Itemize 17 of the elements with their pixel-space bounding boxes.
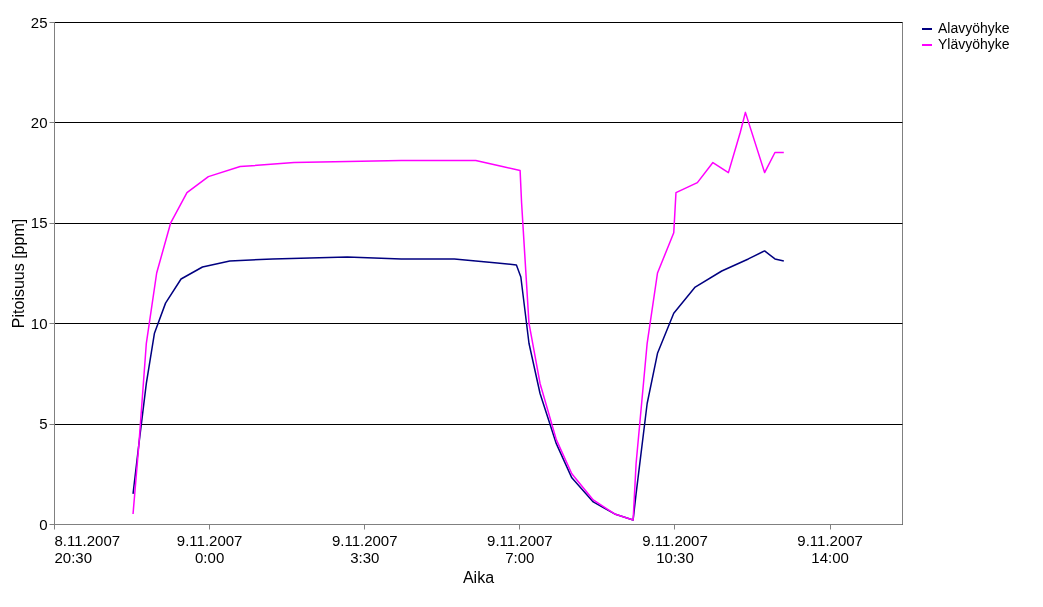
x-tick-label: 9.11.2007 10:30 <box>642 531 708 566</box>
y-tick-label: 15 <box>30 214 48 232</box>
x-tick-label: 9.11.2007 0:00 <box>176 531 243 566</box>
y-axis-title: Pitoisuus [ppm] <box>9 218 27 329</box>
y-tick-label: 5 <box>39 415 48 433</box>
x-tick-label: 9.11.2007 7:00 <box>487 531 553 566</box>
x-tick-label: 8.11.2007 20:30 <box>54 531 121 566</box>
y-tick-label: 20 <box>30 113 48 131</box>
legend-label: Ylävyöhyke <box>938 36 1010 52</box>
y-tick-label: 10 <box>30 314 48 332</box>
x-axis-title: Aika <box>462 568 495 586</box>
line-series <box>132 111 785 521</box>
y-tick-label: 0 <box>39 515 48 533</box>
x-tick-label: 9.11.2007 14:00 <box>797 531 863 566</box>
y-tick-label: 25 <box>30 13 48 31</box>
x-tick-label: 9.11.2007 3:30 <box>331 531 398 566</box>
legend-label: Alavyöhyke <box>938 20 1010 36</box>
